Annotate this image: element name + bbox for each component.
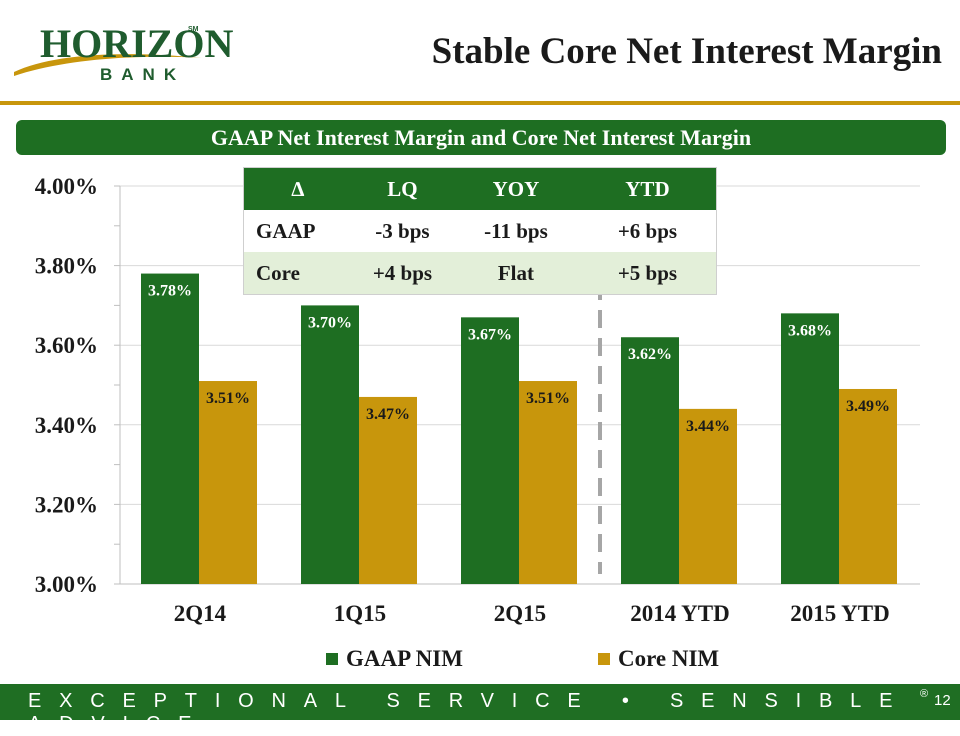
legend-swatch-core (598, 653, 610, 665)
bar (301, 305, 359, 584)
header-lq: LQ (351, 168, 454, 210)
bar (839, 388, 897, 584)
y-tick-label: 3.80% (35, 254, 98, 279)
logo-swoosh-icon (14, 54, 202, 76)
x-tick-label: 1Q15 (334, 601, 386, 626)
data-label: 3.78% (148, 283, 192, 300)
bar (461, 317, 519, 584)
chart-subtitle-bar: GAAP Net Interest Margin and Core Net In… (16, 120, 946, 155)
header-yoy: YOY (453, 168, 579, 210)
footer-bar: EXCEPTIONAL SERVICE • SENSIBLE ADVICE ® … (0, 684, 960, 735)
table-row-gaap: GAAP -3 bps -11 bps +6 bps (244, 210, 716, 252)
table-row-core: Core +4 bps Flat +5 bps (244, 252, 716, 294)
legend-label-core: Core NIM (618, 646, 720, 671)
data-label: 3.70% (308, 314, 352, 331)
nim-bar-chart: 3.00% 3.20% 3.40% 3.60% 3.80% 4.00% 3.78% 3.51%… (35, 170, 920, 626)
cell-yoy: Flat (453, 252, 579, 294)
header-ytd: YTD (578, 168, 716, 210)
row-label: Core (244, 252, 352, 294)
y-tick-label: 3.60% (35, 333, 98, 358)
footer-registered-mark: ® (920, 688, 929, 700)
cell-ytd: +5 bps (578, 252, 716, 294)
bar (519, 381, 577, 584)
bar (141, 273, 199, 584)
y-tick-label: 3.00% (35, 572, 98, 597)
cell-lq: +4 bps (351, 252, 454, 294)
data-label: 3.67% (468, 326, 512, 343)
change-table-header-row: ∆ LQ YOY YTD (244, 168, 716, 210)
header-delta: ∆ (244, 168, 352, 210)
cell-lq: -3 bps (375, 218, 430, 243)
change-table: ∆ LQ YOY YTD GAAP -3 bps -11 bps +6 bps … (244, 168, 716, 294)
legend-swatch-gaap (326, 653, 338, 665)
y-tick-label: 3.20% (35, 492, 98, 517)
y-tick-label: 4.00% (35, 174, 98, 199)
page-number: 12 (934, 692, 951, 709)
data-label: 3.51% (526, 390, 570, 407)
data-label: 3.47% (366, 406, 410, 423)
cell-ytd: +6 bps (617, 218, 678, 243)
legend-label-gaap: GAAP NIM (346, 646, 463, 671)
legend-item-core: Core NIM (598, 644, 719, 674)
logo-bank-text: BANK (100, 65, 186, 84)
data-label: 3.68% (788, 322, 832, 339)
horizon-bank-logo: HORIZON SM BANK (12, 14, 233, 94)
x-tick-label: 2Q15 (494, 601, 546, 626)
data-label: 3.62% (628, 346, 672, 363)
x-tick-label: 2014 YTD (630, 601, 729, 626)
data-label: 3.51% (206, 390, 250, 407)
title-divider (0, 101, 960, 105)
y-tick-label: 3.40% (35, 413, 98, 438)
page-title: Stable Core Net Interest Margin (431, 31, 942, 72)
row-label: GAAP (256, 218, 316, 243)
cell-yoy: -11 bps (484, 218, 548, 243)
bar (199, 381, 257, 584)
bar (621, 337, 679, 584)
logo-wordmark: HORIZON (40, 21, 234, 66)
footer-tagline: EXCEPTIONAL SERVICE • SENSIBLE ADVICE (28, 690, 911, 735)
legend-item-gaap: GAAP NIM (326, 644, 463, 674)
bar (781, 313, 839, 584)
x-tick-label: 2015 YTD (790, 601, 889, 626)
bar (359, 396, 417, 584)
x-tick-label: 2Q14 (174, 601, 227, 626)
data-label: 3.49% (846, 398, 890, 415)
bar (679, 408, 737, 584)
logo-service-mark: SM (188, 26, 199, 33)
data-label: 3.44% (686, 418, 730, 435)
